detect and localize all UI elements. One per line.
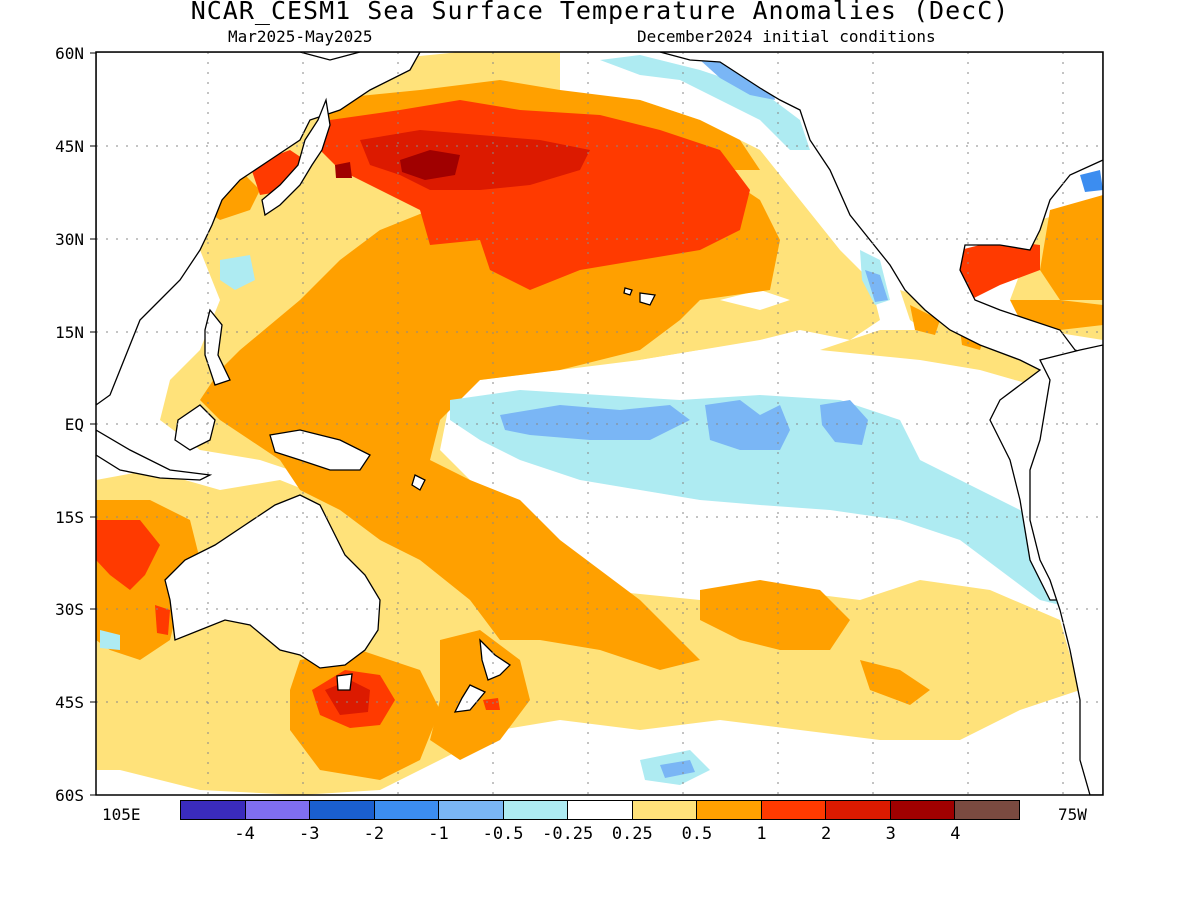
asia-landmass bbox=[96, 52, 421, 406]
axis-ticks bbox=[90, 52, 96, 796]
north-america-landmass bbox=[659, 52, 1103, 601]
coastlines bbox=[96, 52, 1103, 795]
y-axis-label-45n: 45N bbox=[55, 137, 84, 156]
colorbar-box bbox=[310, 801, 375, 819]
colorbar-box bbox=[632, 801, 698, 819]
colorbar-label: 3 bbox=[885, 824, 896, 844]
colorbar-box bbox=[374, 801, 440, 819]
colorbar-label: -3 bbox=[298, 824, 320, 844]
x-axis-label-75w: 75W bbox=[1058, 805, 1087, 824]
colorbar-label: -4 bbox=[234, 824, 255, 844]
new-zealand-landmass bbox=[479, 638, 512, 681]
anomaly-field-orange bbox=[200, 160, 780, 670]
y-axis-label-eq: EQ bbox=[64, 415, 84, 434]
colorbar-label: 0.5 bbox=[681, 824, 713, 844]
y-axis-label-15s: 15S bbox=[55, 508, 84, 527]
y-axis-label-30n: 30N bbox=[55, 230, 84, 249]
colorbar-box bbox=[439, 801, 504, 819]
colorbar-box bbox=[181, 801, 246, 819]
colorbar-box bbox=[503, 801, 569, 819]
y-axis-label-30s: 30S bbox=[55, 600, 84, 619]
japan-landmass bbox=[261, 97, 331, 217]
colorbar-label: 2 bbox=[821, 824, 832, 844]
graticule bbox=[96, 52, 1103, 795]
y-axis-label-45s: 45S bbox=[55, 693, 84, 712]
colorbar-box bbox=[761, 801, 827, 819]
colorbar-label: 1 bbox=[756, 824, 767, 844]
colorbar-label: -1 bbox=[428, 824, 449, 844]
chart-title: NCAR_CESM1 Sea Surface Temperature Anoma… bbox=[190, 0, 1010, 25]
new-guinea-landmass bbox=[269, 429, 371, 471]
colorbar-box bbox=[245, 801, 311, 819]
colorbar-box bbox=[826, 801, 891, 819]
colorbar-label: 0.25 bbox=[611, 824, 653, 844]
chart-subtitle-init: December2024 initial conditions bbox=[637, 27, 936, 46]
anomaly-field-cool bbox=[450, 390, 1085, 610]
anomaly-field-deepest bbox=[400, 150, 460, 180]
australia-landmass bbox=[164, 494, 381, 669]
colorbar bbox=[180, 800, 1020, 820]
colorbar-box bbox=[955, 801, 1019, 819]
colorbar-box bbox=[890, 801, 956, 819]
colorbar-label: -0.25 bbox=[542, 824, 594, 844]
south-america-landmass bbox=[1029, 344, 1103, 795]
colorbar-box bbox=[697, 801, 762, 819]
colorbar-label: -2 bbox=[363, 824, 385, 844]
y-axis-label-60n: 60N bbox=[55, 44, 84, 63]
chart-subtitle-period: Mar2025-May2025 bbox=[228, 27, 373, 46]
y-axis-label-15n: 15N bbox=[55, 323, 84, 342]
colorbar-label: -0.5 bbox=[482, 824, 524, 844]
colorbar-label: 4 bbox=[950, 824, 961, 844]
x-axis-label-105e: 105E bbox=[102, 805, 141, 824]
colorbar-box bbox=[568, 801, 633, 819]
y-axis-label-60s: 60S bbox=[55, 786, 84, 805]
